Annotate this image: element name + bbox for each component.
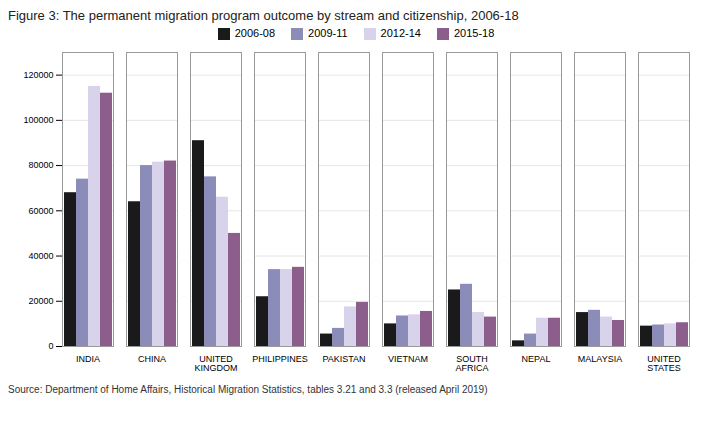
svg-text:0: 0 (48, 341, 53, 351)
svg-text:100000: 100000 (23, 115, 53, 125)
svg-text:CHINA: CHINA (138, 354, 166, 364)
html-text:Source: Department of Home Aff: Source: Department of Home Affairs, Hist… (8, 384, 488, 396)
svg-text:60000: 60000 (28, 206, 53, 216)
svg-text:120000: 120000 (23, 70, 53, 80)
svg-text:PAKISTAN: PAKISTAN (322, 354, 365, 364)
svg-text:VIETNAM: VIETNAM (388, 354, 428, 364)
svg-text:INDIA: INDIA (76, 354, 100, 364)
svg-text:UNITEDKINGDOM: UNITEDKINGDOM (194, 354, 237, 373)
svg-text:PHILIPPINES: PHILIPPINES (252, 354, 308, 364)
svg-text:UNITEDSTATES: UNITEDSTATES (647, 354, 681, 373)
html-text:2015-18: 2015-18 (454, 27, 495, 39)
html-text:2012-14: 2012-14 (380, 27, 421, 39)
html-text:2006-08: 2006-08 (234, 27, 275, 39)
svg-text:NEPAL: NEPAL (522, 354, 551, 364)
html-text:Figure 3: The permanent migrat: Figure 3: The permanent migration progra… (8, 8, 519, 23)
svg-text:20000: 20000 (28, 296, 53, 306)
svg-text:40000: 40000 (28, 251, 53, 261)
svg-text:80000: 80000 (28, 161, 53, 171)
html-text:2009-11: 2009-11 (308, 27, 348, 39)
svg-text:SOUTHAFRICA: SOUTHAFRICA (455, 354, 488, 373)
svg-text:MALAYSIA: MALAYSIA (578, 354, 622, 364)
